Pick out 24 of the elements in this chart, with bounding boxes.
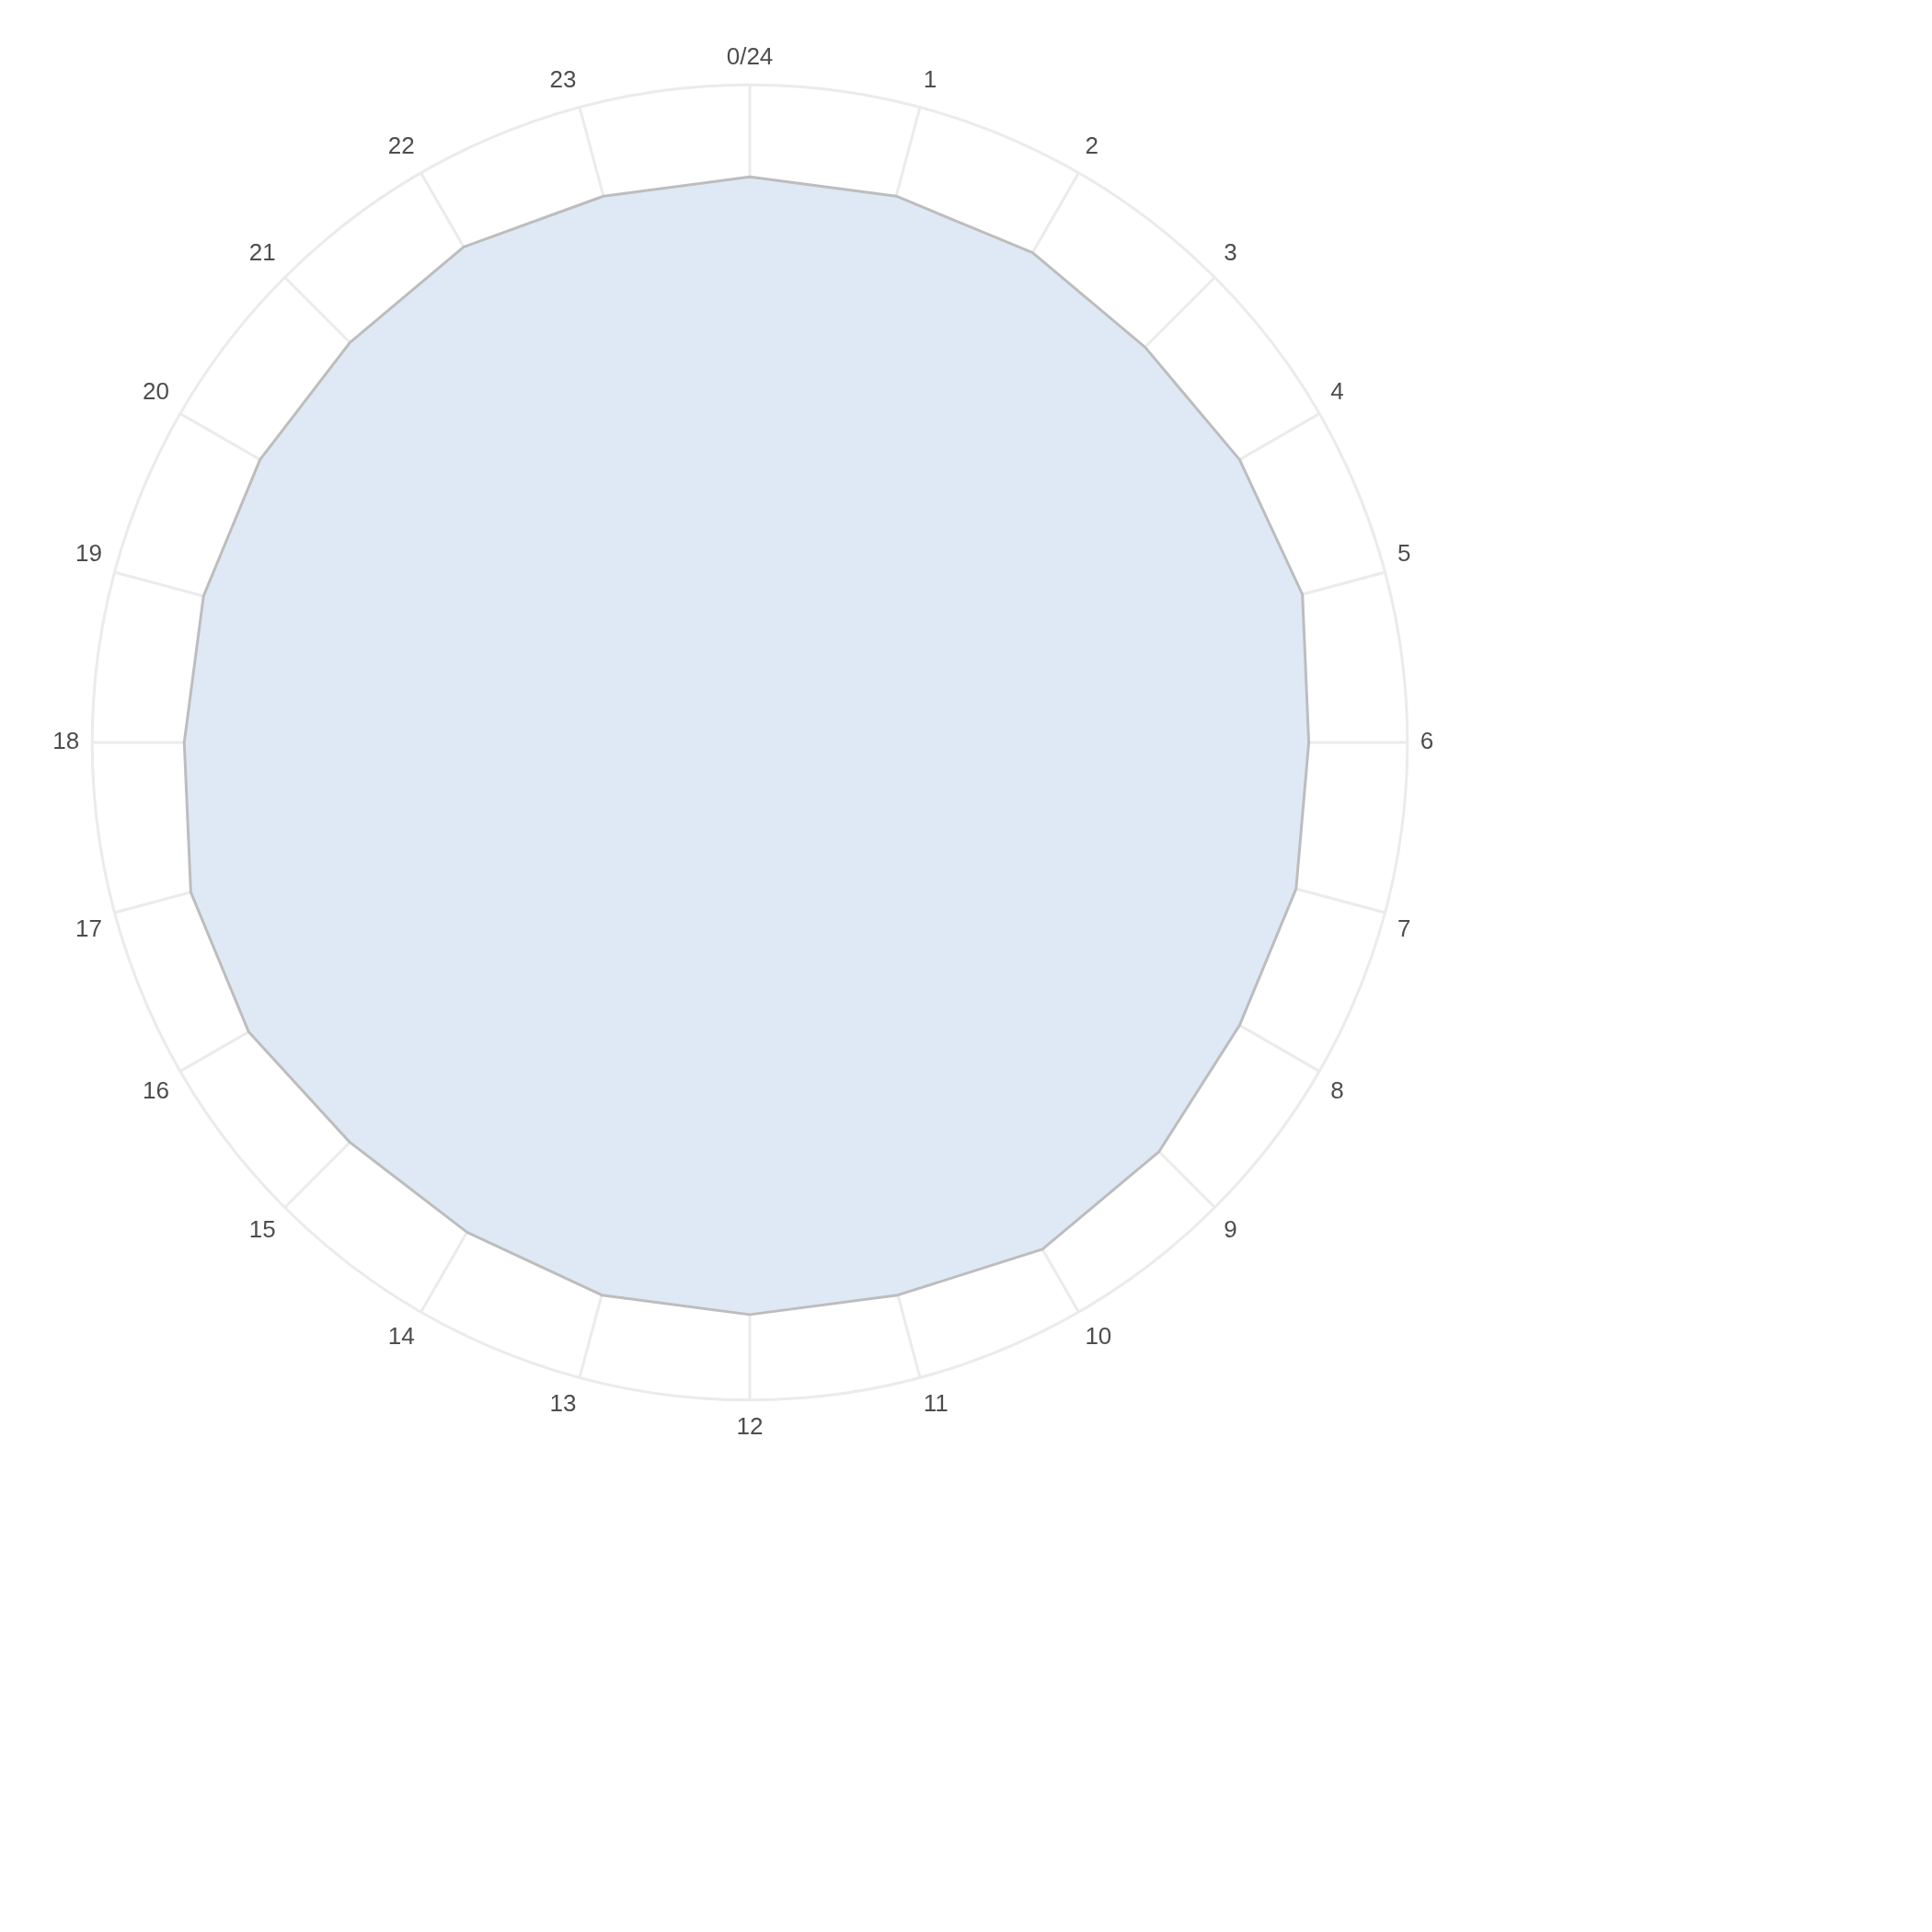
spoke-label: 16 — [142, 1076, 169, 1105]
spoke-label: 17 — [75, 914, 103, 943]
spoke-label: 13 — [549, 1388, 577, 1417]
spoke-label: 1 — [923, 64, 937, 93]
spoke-label: 12 — [736, 1411, 764, 1440]
spoke-label: 8 — [1330, 1076, 1344, 1105]
spoke-label: 10 — [1085, 1321, 1112, 1350]
spoke-label: 11 — [923, 1388, 949, 1417]
spoke-label: 18 — [52, 727, 80, 755]
spoke-label: 3 — [1224, 238, 1237, 267]
spoke-label: 6 — [1420, 727, 1434, 755]
spoke-label: 15 — [248, 1215, 276, 1244]
spoke-label: 4 — [1330, 377, 1344, 406]
spoke-label: 21 — [248, 238, 276, 267]
spoke-label: 0/24 — [726, 41, 774, 70]
spoke-label: 9 — [1224, 1215, 1237, 1244]
spoke-label: 14 — [387, 1321, 415, 1350]
spoke-label: 23 — [549, 64, 577, 93]
spoke-label: 19 — [75, 538, 103, 567]
spoke-label: 5 — [1397, 538, 1411, 567]
spoke-label: 20 — [142, 377, 169, 406]
spoke-label: 7 — [1397, 914, 1411, 943]
spoke-label: 2 — [1085, 132, 1098, 160]
spoke-label: 22 — [387, 132, 415, 160]
